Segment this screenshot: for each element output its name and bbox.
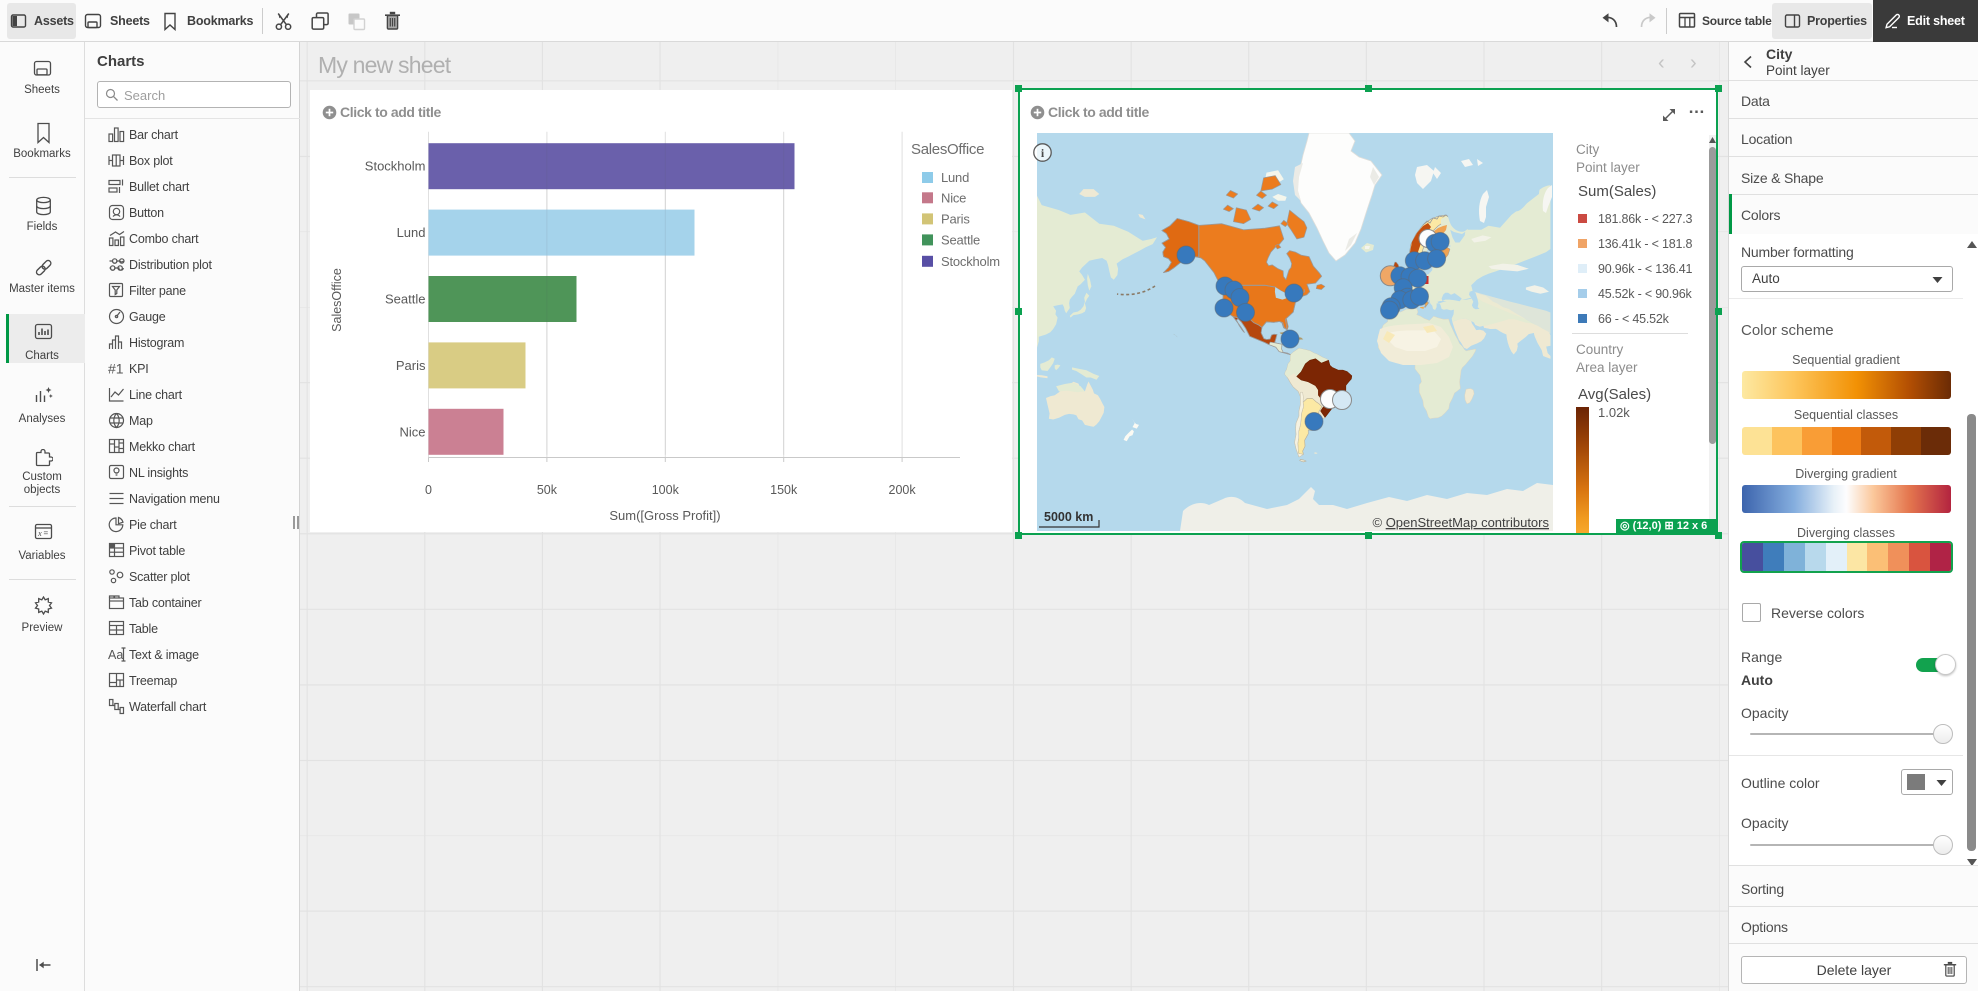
svg-text:Aa: Aa [108,648,123,662]
svg-text:100k: 100k [652,483,680,497]
svg-text:Seattle: Seattle [941,232,980,247]
svg-text:Stockholm: Stockholm [941,254,1000,269]
svg-text:Sum([Gross Profit]): Sum([Gross Profit]) [609,508,720,523]
svg-text:Nice: Nice [941,190,966,205]
svg-text:Stockholm: Stockholm [365,159,426,174]
svg-text:Seattle: Seattle [385,292,425,307]
svg-text:SalesOffice: SalesOffice [911,141,984,158]
svg-text:Lund: Lund [397,225,426,240]
svg-text:50k: 50k [537,483,558,497]
svg-text:0: 0 [425,483,432,497]
svg-text:Paris: Paris [941,211,970,226]
svg-text:5000 km: 5000 km [1044,510,1093,524]
svg-text:150k: 150k [770,483,798,497]
svg-text:Lund: Lund [941,170,969,185]
svg-text:Nice: Nice [399,424,425,439]
svg-text:=: = [44,529,49,538]
svg-text:Paris: Paris [396,358,426,373]
svg-text:#1: #1 [108,361,124,377]
svg-text:SalesOffice: SalesOffice [330,268,344,332]
svg-text:x: x [37,528,42,538]
svg-text:i: i [1041,146,1045,160]
svg-text:200k: 200k [889,483,917,497]
svg-text:© OpenStreetMap contributors: © OpenStreetMap contributors [1372,515,1549,530]
